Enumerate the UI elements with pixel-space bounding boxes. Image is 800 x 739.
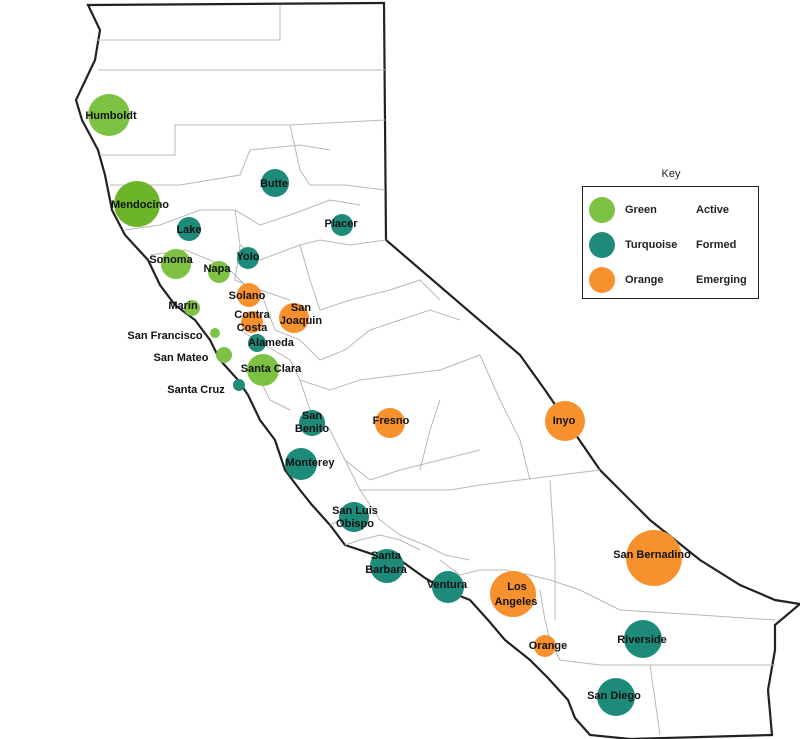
label-fresno: Fresno [373, 415, 410, 427]
key-color-name: Green [625, 204, 657, 216]
label-san-bernadino: San Bernadino [613, 549, 691, 561]
label-sonoma: Sonoma [149, 254, 193, 266]
marker-marin [184, 300, 200, 316]
marker-riverside [624, 620, 662, 658]
marker-san-francisco [210, 328, 220, 338]
label-solano: Solano [229, 290, 266, 302]
marker-sonoma [161, 249, 191, 279]
label-humboldt: Humboldt [85, 110, 137, 122]
label-alameda: Alameda [248, 337, 295, 349]
key-row-emerging: Orange Emerging [583, 265, 760, 295]
label-santa-clara: Santa Clara [241, 363, 302, 375]
marker-butte [261, 169, 289, 197]
label-napa: Napa [204, 263, 232, 275]
marker-los-angeles [490, 571, 536, 617]
label-yolo: Yolo [236, 251, 259, 263]
label-santa-barbara-line2: Barbara [365, 564, 407, 576]
marker-contra-costa [241, 311, 263, 333]
label-orange: Orange [529, 640, 568, 652]
label-mendocino: Mendocino [111, 199, 169, 211]
state-outline [74, 1, 800, 739]
green-swatch-icon [589, 197, 615, 223]
label-san-luis-obispo-line1: San Luis [332, 505, 378, 517]
marker-yolo [237, 247, 259, 269]
label-inyo: Inyo [553, 415, 576, 427]
marker-orange [534, 635, 556, 657]
marker-san-mateo [216, 347, 232, 363]
orange-swatch-icon [589, 267, 615, 293]
marker-lake [177, 217, 201, 241]
label-san-mateo: San Mateo [153, 352, 208, 364]
key-row-active: Green Active [583, 195, 760, 225]
label-san-luis-obispo-line2: Obispo [336, 518, 374, 530]
marker-santa-barbara [370, 549, 404, 583]
label-los-angeles-line1: Los [507, 581, 527, 593]
marker-placer [331, 214, 353, 236]
label-san-benito-line2: Benito [295, 423, 330, 435]
label-butte: Butte [260, 178, 288, 190]
key-title: Key [661, 168, 681, 180]
label-riverside: Riverside [617, 634, 667, 646]
label-ventura: Ventura [427, 579, 468, 591]
label-santa-barbara-line1: Santa [371, 550, 402, 562]
key-status: Formed [696, 239, 737, 251]
label-monterey: Monterey [286, 457, 336, 469]
key-status: Emerging [696, 274, 747, 286]
label-marin: Marin [168, 300, 198, 312]
turquoise-swatch-icon [589, 232, 615, 258]
key-color-name: Orange [625, 274, 664, 286]
marker-san-benito [299, 410, 325, 436]
marker-ventura [432, 571, 464, 603]
key-row-formed: Turquoise Formed [583, 230, 760, 260]
label-san-diego: San Diego [587, 690, 641, 702]
label-san-francisco: San Francisco [127, 330, 202, 342]
label-los-angeles-line2: Angeles [495, 596, 538, 608]
marker-san-joaquin [279, 303, 309, 333]
marker-solano [237, 283, 261, 307]
label-contra-costa-line2: Costa [237, 322, 268, 334]
marker-mendocino [114, 181, 160, 227]
county-labels: Humboldt Mendocino Lake Sonoma Napa Butte Plac… [85, 110, 691, 702]
marker-santa-clara [247, 354, 279, 386]
key-color-name: Turquoise [625, 239, 678, 251]
marker-san-luis-obispo [339, 502, 369, 532]
county-boundaries [95, 5, 776, 736]
label-san-joaquin-line1: San [291, 302, 311, 314]
marker-san-bernadino [626, 530, 682, 586]
label-contra-costa-line1: Contra [234, 309, 270, 321]
marker-monterey [285, 448, 317, 480]
marker-inyo [545, 401, 585, 441]
marker-san-diego [597, 678, 635, 716]
map-key: Green Active Turquoise Formed Orange Eme… [582, 186, 759, 299]
county-markers [88, 94, 682, 716]
marker-humboldt [88, 94, 130, 136]
label-lake: Lake [176, 224, 201, 236]
marker-alameda [248, 334, 266, 352]
label-san-benito-line1: San [302, 410, 322, 422]
label-placer: Placer [324, 218, 358, 230]
label-san-joaquin-line2: Joaquin [280, 315, 322, 327]
key-status: Active [696, 204, 730, 216]
label-santa-cruz: Santa Cruz [167, 384, 225, 396]
marker-fresno [375, 408, 405, 438]
marker-napa [208, 261, 230, 283]
marker-santa-cruz [233, 379, 245, 391]
